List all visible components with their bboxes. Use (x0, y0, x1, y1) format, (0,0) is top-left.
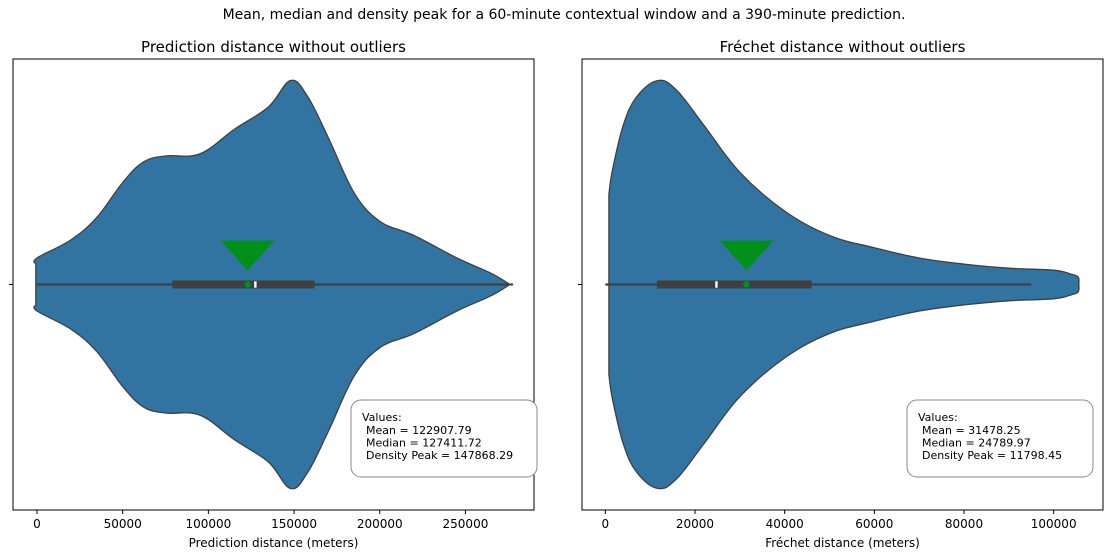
x-tick-label: 250000 (443, 517, 489, 531)
annotation-line: Mean = 31478.25 (922, 424, 1021, 437)
x-tick-label: 50000 (104, 517, 142, 531)
figure-suptitle: Mean, median and density peak for a 60-m… (223, 7, 906, 23)
violin-panel-frechet: 0 20000 40000 60000 80000 100000 Fréchet dista… (578, 38, 1104, 550)
mean-marker (743, 281, 750, 288)
violin-panel-prediction: 0 50000 100000 150000 200000 250000 Prediction… (9, 38, 538, 550)
iqr-box (656, 280, 812, 289)
x-tick-label: 80000 (945, 517, 983, 531)
annotation-heading: Values: (918, 411, 958, 424)
x-tick-label: 60000 (855, 517, 893, 531)
annotation-line: Density Peak = 147868.29 (366, 449, 513, 462)
x-tick-label: 0 (33, 517, 41, 531)
median-marker (254, 281, 257, 288)
x-tick-label: 100000 (1031, 517, 1077, 531)
annotation-box (906, 399, 1094, 478)
annotation-line: Median = 24789.97 (922, 437, 1031, 450)
x-tick-label: 20000 (676, 517, 714, 531)
x-tick-label: 40000 (766, 517, 804, 531)
axes-title: Prediction distance without outliers (141, 38, 406, 56)
mean-marker (244, 281, 251, 288)
mean-triangle-marker (220, 240, 275, 271)
x-tick-label: 150000 (271, 517, 317, 531)
iqr-box (172, 280, 315, 289)
x-tick-label: 0 (601, 517, 609, 531)
x-tick-label: 200000 (357, 517, 403, 531)
x-axis-label: Prediction distance (meters) (189, 536, 359, 550)
annotation-line: Density Peak = 11798.45 (922, 449, 1062, 462)
x-axis-label: Fréchet distance (meters) (765, 536, 920, 550)
annotation-line: Median = 127411.72 (366, 437, 482, 450)
mean-triangle-marker (719, 240, 774, 271)
axes-title: Fréchet distance without outliers (720, 38, 966, 56)
annotation-line: Mean = 122907.79 (366, 424, 472, 437)
annotation-box (350, 399, 538, 478)
x-tick-label: 100000 (185, 517, 231, 531)
median-marker (715, 281, 718, 288)
annotation-heading: Values: (362, 411, 402, 424)
